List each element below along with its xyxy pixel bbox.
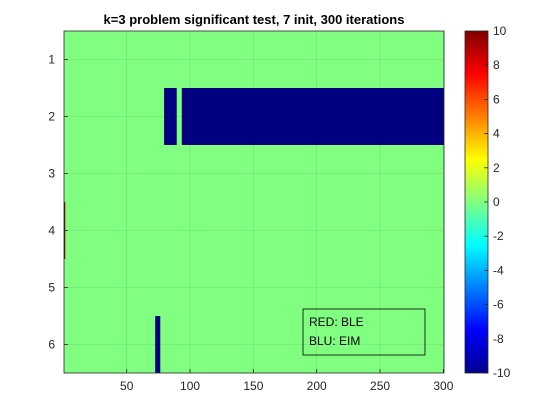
x-axis: 50 100 150 200 250 300 (120, 369, 454, 393)
annotation-blue-label: BLU: EIM (309, 334, 360, 348)
heatmap-background (64, 31, 444, 373)
colorbar-tick-label: 6 (493, 92, 500, 106)
x-tick-label: 50 (120, 379, 134, 393)
colorbar-tick-label: -4 (493, 263, 504, 277)
heatmap-plot-area: 50 100 150 200 250 300 1 2 3 4 5 6 (48, 30, 454, 393)
heatmap-cell-3 (155, 316, 161, 373)
annotation-red-label: RED: BLE (309, 315, 364, 329)
chart-title: k=3 problem significant test, 7 init, 30… (104, 12, 405, 27)
annotation-box: RED: BLE BLU: EIM (302, 308, 426, 356)
heatmap-cell-1 (181, 88, 445, 145)
x-tick-label: 200 (307, 379, 327, 393)
x-tick-label: 150 (243, 379, 263, 393)
colorbar-tick-label: -6 (493, 298, 504, 312)
colorbar-tick-label: 4 (493, 127, 500, 141)
annotation-box-frame (302, 308, 426, 356)
y-tick-label: 1 (48, 53, 55, 67)
y-tick-label: 5 (48, 281, 55, 295)
heatmap-cells (64, 88, 445, 373)
grid-lines (64, 31, 444, 373)
plot-frame (63, 30, 445, 374)
colorbar-tick-label: 10 (493, 24, 507, 38)
colorbar-tick-label: -10 (493, 366, 511, 380)
y-tick-label: 2 (48, 110, 55, 124)
colorbar-tick-label: 0 (493, 195, 500, 209)
y-axis: 1 2 3 4 5 6 (48, 53, 68, 352)
y-tick-label: 4 (48, 224, 55, 238)
colorbar-gradient (465, 31, 488, 373)
x-tick-label: 250 (370, 379, 390, 393)
colorbar-tick-label: 8 (493, 58, 500, 72)
colorbar-tick-label: 2 (493, 161, 500, 175)
colorbar-tick-label: -2 (493, 229, 504, 243)
x-tick-label: 300 (433, 379, 453, 393)
y-tick-label: 3 (48, 167, 55, 181)
heatmap-cell-0 (164, 88, 177, 145)
x-tick-label: 100 (180, 379, 200, 393)
colorbar: 10 8 6 4 2 0 -2 -4 -6 -8 -10 (464, 24, 511, 380)
y-tick-label: 6 (48, 338, 55, 352)
colorbar-tick-label: -8 (493, 332, 504, 346)
colorbar-ticks: 10 8 6 4 2 0 -2 -4 -6 -8 -10 (484, 24, 511, 380)
